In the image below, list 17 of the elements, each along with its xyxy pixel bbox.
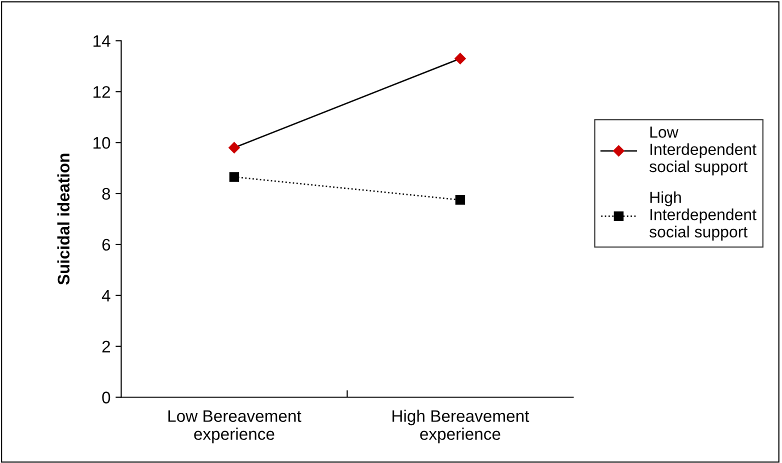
y-tick-label: 0: [102, 392, 110, 404]
y-tick-label: 2: [102, 340, 110, 352]
y-tick-label: 10: [94, 137, 110, 149]
point: [455, 195, 466, 205]
x-tick-label: Low Bereavement experience: [168, 410, 302, 444]
point: [228, 142, 240, 154]
legend-label: High Interdependent social support: [650, 191, 756, 241]
y-tick-label: 8: [102, 188, 110, 200]
y-tick-label: 4: [102, 290, 110, 302]
x-tick-label: High Bereavement experience: [392, 410, 530, 444]
y-axis-title: Suicidal ideation: [57, 154, 70, 285]
y-tick-label: 14: [94, 35, 110, 47]
legend-label: Low Interdependent social support: [650, 126, 756, 176]
y-tick-label: 6: [102, 238, 110, 251]
point: [454, 52, 466, 64]
y-tick-label: 12: [94, 86, 110, 98]
point: [229, 172, 240, 182]
